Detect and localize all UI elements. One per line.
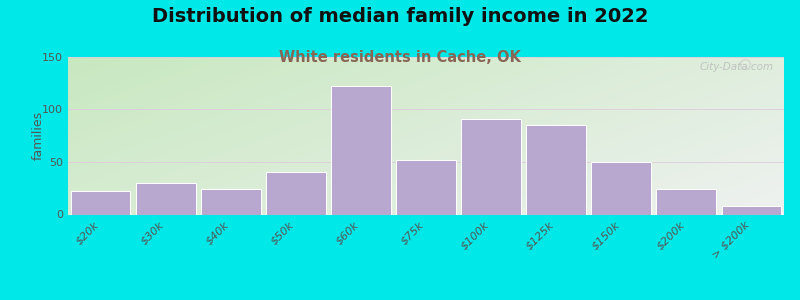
Bar: [266, 172, 326, 214]
Text: Distribution of median family income in 2022: Distribution of median family income in …: [152, 8, 648, 26]
Text: City-Data.com: City-Data.com: [699, 62, 774, 72]
Bar: [657, 189, 716, 214]
Bar: [526, 125, 586, 214]
Y-axis label: families: families: [31, 111, 45, 160]
Bar: [136, 183, 195, 214]
Bar: [70, 191, 130, 214]
Bar: [201, 189, 261, 214]
Bar: [591, 162, 651, 214]
Bar: [396, 160, 456, 214]
Bar: [722, 206, 782, 214]
Bar: [461, 119, 521, 214]
Text: White residents in Cache, OK: White residents in Cache, OK: [279, 50, 521, 64]
Bar: [331, 86, 391, 214]
